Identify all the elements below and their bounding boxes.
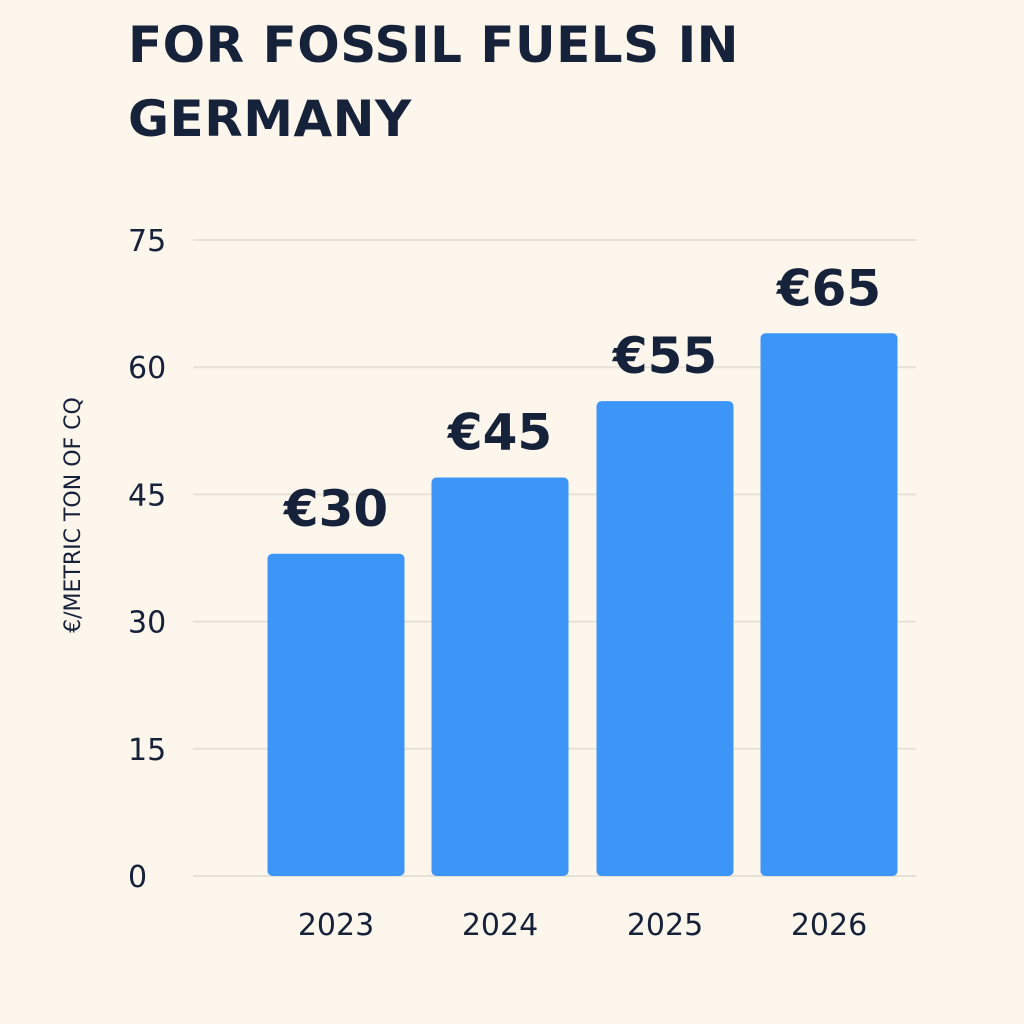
- x-tick-label-2025: 2025: [627, 908, 703, 943]
- bars: [267, 333, 898, 876]
- x-axis-ticks: 2023 2024 2025 2026: [298, 908, 867, 943]
- data-label-2023: €30: [283, 480, 388, 538]
- y-axis-label: €/METRIC TON OF CQ: [61, 397, 86, 633]
- data-label-2024: €45: [447, 403, 552, 461]
- x-tick-label-2024: 2024: [462, 908, 538, 943]
- data-labels: €30 €45 €55 €65: [283, 259, 881, 537]
- bar-2024: [431, 477, 569, 876]
- bar-2023: [267, 553, 405, 876]
- bar-2025: [596, 401, 734, 876]
- y-tick-label: 60: [128, 351, 166, 386]
- y-axis-ticks: 0 15 30 45 60 75: [128, 224, 166, 895]
- y-tick-label: 45: [128, 478, 166, 513]
- x-tick-label-2026: 2026: [791, 908, 867, 943]
- y-tick-label: 30: [128, 606, 166, 641]
- y-tick-label: 0: [128, 860, 147, 895]
- y-tick-label: 15: [128, 733, 166, 768]
- x-tick-label-2023: 2023: [298, 908, 374, 943]
- bar-2026: [760, 333, 898, 876]
- data-label-2025: €55: [612, 327, 717, 385]
- y-tick-label: 75: [128, 224, 166, 259]
- chart-title: FOR FOSSIL FUELS IN GERMANY: [128, 16, 740, 148]
- data-label-2026: €65: [776, 259, 881, 317]
